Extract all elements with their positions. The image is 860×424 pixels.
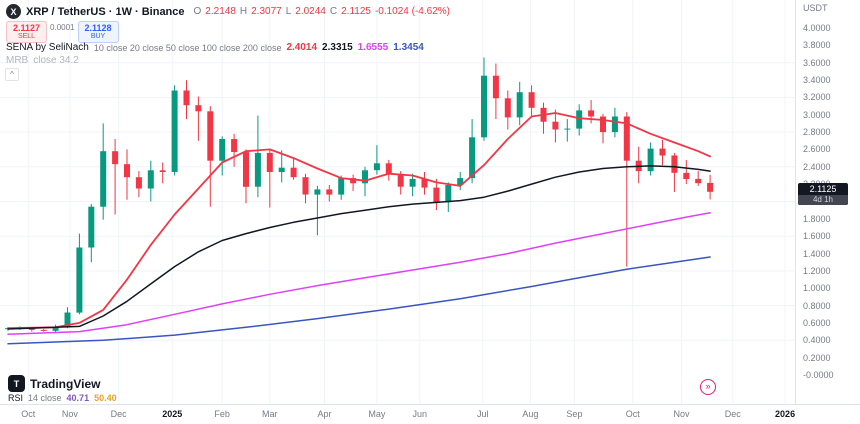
sell-button[interactable]: 2.1127 SELL: [6, 21, 48, 44]
tradingview-logo-icon: T: [8, 375, 25, 392]
tradingview-brand[interactable]: T TradingView: [8, 375, 100, 392]
sell-label: SELL: [17, 33, 36, 41]
time-tick: Oct: [21, 409, 36, 419]
ohlc-c-value: 2.1125: [341, 6, 371, 17]
indicator-legend-mrb[interactable]: MRB close 34.2: [6, 55, 79, 66]
time-tick: 2026: [775, 409, 796, 419]
price-tick: 1.8000: [803, 213, 831, 224]
price-tick: 2.6000: [803, 144, 831, 155]
time-tick: Apr: [317, 409, 332, 419]
price-tick: 3.6000: [803, 57, 831, 68]
time-tick: 2025: [162, 409, 183, 419]
price-tick: 1.6000: [803, 231, 831, 242]
price-tick: 3.0000: [803, 109, 831, 120]
mrb-title: MRB: [6, 55, 29, 66]
time-axis[interactable]: Oct Nov Dec 2025 Feb Mar Apr May Jun Jul Aug Sep Oct…: [0, 404, 860, 424]
buy-price: 2.1128: [84, 23, 112, 33]
price-tick: 0.4000: [803, 335, 831, 346]
price-tick: 1.2000: [803, 265, 831, 276]
time-tick: Dec: [110, 409, 127, 419]
ohlc-l-label: L: [285, 6, 292, 17]
price-tick: 0.8000: [803, 300, 831, 311]
sena-value-2: 2.3315: [322, 42, 353, 53]
price-tick: 2.4000: [803, 161, 831, 172]
time-tick: Oct: [625, 409, 640, 419]
rsi-title: RSI: [8, 393, 24, 403]
indicator-legend-rsi[interactable]: RSI 14 close 40.71 50.40: [8, 393, 117, 403]
ohlc-h-value: 2.3077: [251, 6, 282, 17]
bar-countdown: 4d 1h: [798, 194, 848, 205]
candlestick-chart[interactable]: [0, 0, 795, 404]
sena-title: SENA by SeliNach: [6, 42, 89, 53]
symbol-title[interactable]: XRP / TetherUS · 1W · Binance: [26, 5, 185, 18]
price-tick: 0.6000: [803, 317, 831, 328]
rsi-params: 14 close: [28, 393, 62, 403]
ohlc-readout: O 2.2148 H 2.3077 L 2.0244 C 2.1125 -0.1024 …: [194, 6, 450, 17]
ohlc-l-value: 2.0244: [295, 6, 326, 17]
time-tick: Jul: [477, 409, 489, 419]
price-tick: 1.4000: [803, 248, 831, 259]
price-tick: 1.0000: [803, 283, 831, 294]
rsi-value-1: 40.71: [66, 393, 90, 403]
last-price-label: 2.1125 4d 1h: [798, 182, 848, 205]
price-tick: 3.8000: [803, 40, 831, 51]
sell-price: 2.1127: [13, 23, 41, 33]
price-tick: 0.2000: [803, 352, 831, 363]
time-tick: Dec: [724, 409, 741, 419]
price-axis-currency: USDT: [803, 3, 828, 13]
time-tick: Nov: [673, 409, 690, 419]
buy-button[interactable]: 2.1128 BUY: [77, 21, 119, 44]
ohlc-h-label: H: [239, 6, 248, 17]
double-arrow-icon: »: [705, 381, 711, 391]
price-tick: -0.0000: [803, 370, 834, 380]
price-tick: 3.2000: [803, 92, 831, 103]
sena-value-4: 1.3454: [393, 42, 424, 53]
chart-pane[interactable]: [0, 0, 795, 404]
time-tick: Nov: [61, 409, 78, 419]
rsi-value-2: 50.40: [94, 393, 117, 403]
buy-label: BUY: [90, 33, 106, 41]
time-tick: Jun: [412, 409, 427, 419]
symbol-logo-icon: X: [6, 4, 21, 19]
symbol-legend[interactable]: X XRP / TetherUS · 1W · Binance O 2.2148 …: [6, 4, 450, 19]
time-tick: May: [368, 409, 386, 419]
order-widget: 2.1127 SELL 0.0001 2.1128 BUY: [6, 21, 119, 44]
sena-params: 10 close 20 close 50 close 100 close 200…: [93, 42, 282, 53]
price-tick: 4.0000: [803, 23, 831, 33]
ohlc-c-label: C: [329, 6, 338, 17]
price-tick: 3.4000: [803, 75, 831, 86]
mrb-params: close 34.2: [33, 55, 79, 66]
price-tick: 2.8000: [803, 127, 831, 138]
time-tick: Mar: [262, 409, 278, 419]
time-tick: Feb: [214, 409, 230, 419]
go-to-realtime-button[interactable]: »: [700, 379, 716, 395]
price-axis[interactable]: USDT 4.0000 3.8000 3.6000 3.4000 3.2000 3.000…: [795, 0, 860, 404]
time-tick: Sep: [566, 409, 583, 419]
time-tick: Aug: [522, 409, 539, 419]
indicator-legend-sena[interactable]: SENA by SeliNach 10 close 20 close 50 cl…: [6, 42, 424, 53]
spread-value: 0.0001: [50, 23, 75, 32]
legend-collapse-button[interactable]: ^: [5, 68, 19, 81]
sena-value-1: 2.4014: [286, 42, 318, 53]
chevron-up-icon: ^: [10, 70, 14, 79]
last-price-value: 2.1125: [809, 183, 837, 194]
ohlc-o-value: 2.2148: [205, 6, 236, 17]
ohlc-change: -0.1024 (-4.62%): [374, 6, 450, 17]
ohlc-o-label: O: [193, 6, 202, 17]
sena-value-3: 1.6555: [357, 42, 389, 53]
tradingview-logo-text: TradingView: [30, 376, 101, 391]
